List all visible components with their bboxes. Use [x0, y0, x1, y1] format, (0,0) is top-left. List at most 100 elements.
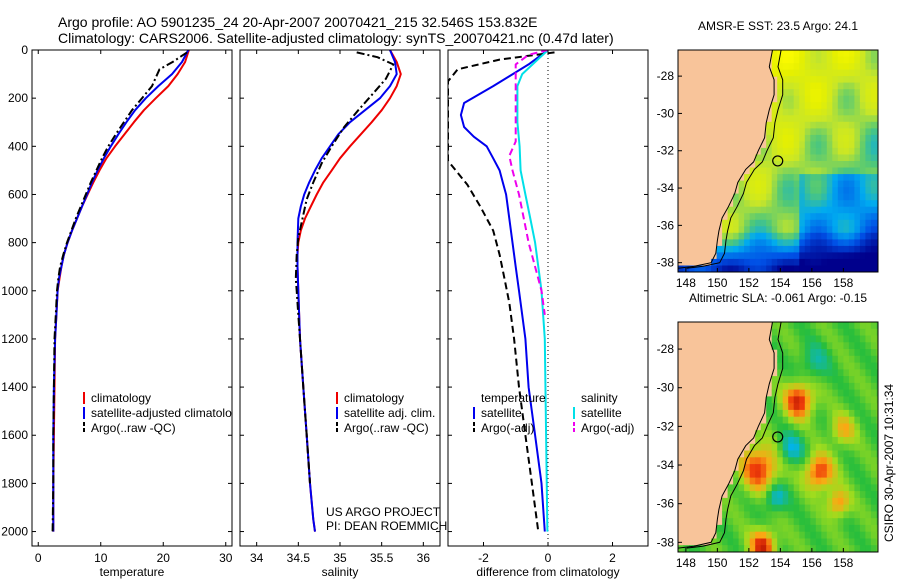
map-cell — [865, 511, 872, 519]
map-cell — [870, 200, 877, 208]
map-cell — [727, 524, 734, 533]
y-tick-label: 800 — [8, 236, 28, 250]
map-cell — [848, 154, 855, 162]
map-cell — [826, 409, 833, 418]
map-cell — [832, 187, 839, 195]
map-cell — [815, 450, 822, 458]
map-cell — [689, 265, 696, 272]
map-cell — [821, 121, 828, 129]
map-cell — [782, 206, 789, 214]
map-cell — [799, 232, 806, 240]
map-cell — [865, 272, 871, 279]
map-cell — [815, 219, 822, 227]
map-cell — [870, 430, 877, 438]
map-cell — [859, 484, 866, 492]
map-cell — [815, 154, 822, 162]
shelf-contour — [686, 322, 784, 549]
map-cell — [843, 154, 850, 162]
map-cell — [804, 226, 811, 234]
map-cell — [782, 219, 789, 227]
map-cell — [870, 69, 877, 77]
map-cell — [799, 200, 806, 208]
map-cell — [722, 497, 729, 506]
map-cell — [788, 545, 795, 552]
map-cell — [782, 416, 789, 425]
map-cell — [859, 342, 866, 350]
map-cell — [799, 497, 806, 506]
map-cell — [826, 457, 833, 465]
map-cell — [749, 531, 756, 540]
map-cell — [771, 504, 778, 512]
map-cell — [848, 362, 855, 370]
map-cell — [744, 538, 751, 546]
map-cell — [810, 322, 817, 330]
map-cell — [815, 518, 822, 526]
map-cell — [793, 239, 800, 247]
map-cell — [815, 477, 822, 485]
map-cell — [755, 450, 762, 458]
map-cell — [749, 538, 756, 546]
map-cell — [810, 484, 817, 492]
map-cell — [760, 518, 767, 526]
map-cell — [683, 265, 690, 272]
map-cell — [788, 497, 795, 506]
map-cell — [771, 180, 778, 188]
map-cell — [738, 187, 745, 195]
y-tick-label: -36 — [657, 218, 675, 232]
map-cell — [788, 450, 795, 458]
series-difference-temperature-satellite — [459, 50, 549, 532]
map-cell — [826, 174, 833, 182]
map-cell — [848, 232, 855, 240]
map-cell — [865, 63, 872, 71]
map-cell — [815, 206, 822, 214]
map-cell — [804, 450, 811, 458]
map-cell — [810, 450, 817, 458]
map-cell — [815, 376, 822, 384]
map-cell — [876, 252, 878, 260]
map-cell — [859, 265, 866, 272]
map-cell — [865, 56, 872, 64]
map-cell — [865, 265, 872, 272]
map-cell — [821, 180, 828, 188]
map-cell — [815, 226, 822, 234]
map-cell — [771, 335, 778, 343]
map-cell — [755, 518, 762, 526]
map-cell — [832, 167, 839, 175]
map-cell — [788, 180, 795, 188]
map-cell — [837, 443, 844, 452]
map-cell — [826, 102, 833, 110]
map-cell — [738, 457, 745, 465]
map-cell — [771, 497, 778, 506]
map-cell — [788, 518, 795, 526]
map-cell — [793, 464, 800, 472]
map-cell — [711, 258, 718, 266]
map-cell — [804, 108, 811, 116]
map-cell — [810, 82, 817, 90]
map-cell — [815, 102, 822, 110]
map-cell — [749, 187, 756, 195]
map-cell — [832, 409, 839, 418]
map-cell — [782, 382, 789, 391]
map-cell — [700, 265, 707, 272]
map-cell — [788, 121, 795, 129]
map-cell — [793, 219, 800, 227]
map-cell — [821, 82, 828, 90]
map-cell — [782, 389, 789, 397]
map-cell — [782, 76, 789, 84]
map-cell — [815, 187, 822, 195]
map-cell — [832, 450, 839, 458]
map-cell — [793, 154, 800, 162]
map-cell — [799, 154, 806, 162]
map-cell — [848, 161, 855, 169]
map-cell — [860, 272, 866, 279]
map-cell — [832, 470, 839, 479]
map-cell — [865, 369, 872, 377]
map-cell — [793, 477, 800, 485]
map-cell — [755, 193, 762, 201]
map-cell — [755, 504, 762, 512]
map-cell — [870, 464, 877, 472]
map-cell — [843, 76, 850, 84]
map-cell — [760, 206, 767, 214]
y-tick-label: 1400 — [1, 380, 28, 394]
map-cell — [755, 443, 762, 452]
